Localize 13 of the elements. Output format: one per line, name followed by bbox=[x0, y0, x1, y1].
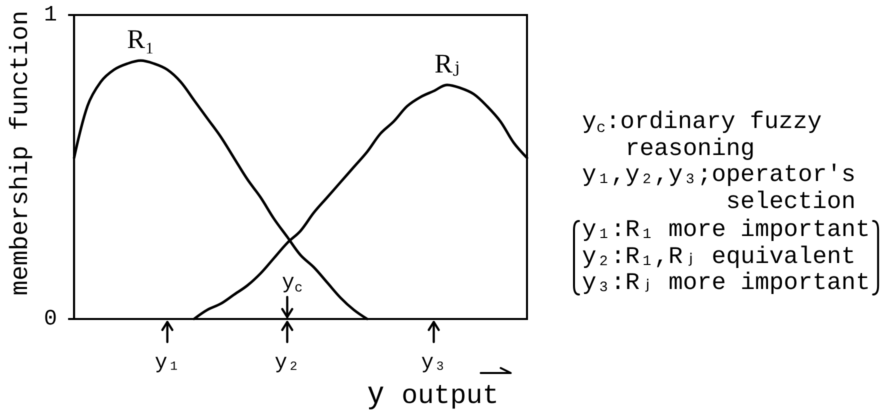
text: y₂:R₁,Rⱼ equivalent bbox=[582, 244, 857, 271]
text: y₃:Rⱼ more important bbox=[582, 270, 870, 298]
text: y₁:R₁ more important bbox=[582, 217, 870, 244]
series-label: R₁ bbox=[126, 24, 154, 54]
x-tick-label: y₃ bbox=[421, 352, 446, 375]
series-label: Rⱼ bbox=[434, 48, 460, 78]
x-tick-label: y₁ bbox=[154, 352, 180, 375]
y-tick-label: 0 bbox=[44, 306, 58, 332]
annotation: y$_{c}$ bbox=[282, 272, 303, 296]
y-tick-label: 1 bbox=[44, 2, 58, 28]
x-axis-title: y output bbox=[368, 375, 499, 412]
y-axis-title: membership function bbox=[6, 10, 35, 296]
x-tick-label: y₂ bbox=[274, 352, 300, 375]
